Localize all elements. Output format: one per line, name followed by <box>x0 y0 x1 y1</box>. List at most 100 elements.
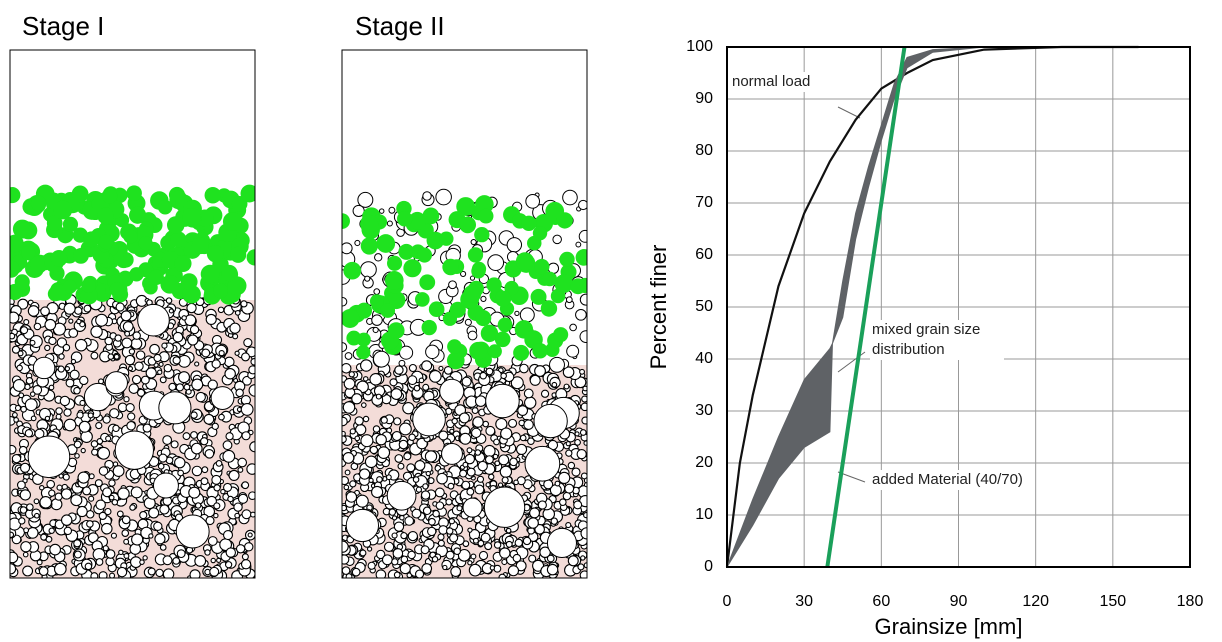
added-grain <box>129 267 144 282</box>
grain <box>190 411 198 419</box>
grain <box>68 328 79 338</box>
grain <box>522 536 532 546</box>
grain <box>108 494 115 501</box>
grain <box>170 440 179 449</box>
added-grain <box>422 207 440 225</box>
grain <box>74 306 83 315</box>
added-grain <box>559 251 575 267</box>
grain <box>428 517 436 526</box>
grain <box>436 472 448 485</box>
grain <box>127 412 136 421</box>
added-grain <box>534 258 550 275</box>
grain <box>50 498 63 511</box>
grain <box>421 563 433 574</box>
grain <box>131 374 142 385</box>
grain <box>391 558 399 566</box>
added-grain <box>53 200 73 220</box>
grain <box>20 462 31 473</box>
grain-large <box>524 445 561 482</box>
column-frame <box>341 49 588 579</box>
grain <box>23 527 30 534</box>
grain <box>102 545 109 552</box>
grain <box>234 512 241 519</box>
grain <box>13 417 19 423</box>
grain <box>90 572 99 578</box>
grain <box>98 511 107 521</box>
grain <box>11 411 18 418</box>
grain <box>476 475 485 483</box>
grain <box>40 306 50 317</box>
x-tick-label: 60 <box>872 593 890 610</box>
grain <box>519 307 535 323</box>
grain-large <box>175 514 210 549</box>
grain <box>49 543 61 556</box>
grain <box>435 188 452 206</box>
grain <box>206 495 217 507</box>
added-grain <box>71 185 89 203</box>
grain <box>235 388 244 398</box>
grain <box>26 526 39 539</box>
grain <box>470 238 477 246</box>
grain <box>343 377 356 390</box>
added-grain <box>221 264 238 282</box>
grain <box>110 532 118 539</box>
grain <box>398 422 412 436</box>
grain <box>11 453 22 464</box>
grain <box>90 325 103 338</box>
grain <box>578 199 587 211</box>
grain <box>495 417 508 431</box>
added-grain <box>467 247 484 263</box>
grain <box>24 398 38 412</box>
grain <box>360 261 377 278</box>
grain <box>79 399 86 407</box>
grain <box>474 395 487 407</box>
grain <box>579 570 587 578</box>
grain <box>18 445 28 455</box>
grain <box>95 313 109 327</box>
added-grain <box>475 310 492 327</box>
grain <box>120 310 132 322</box>
grain <box>244 542 254 552</box>
grain <box>345 491 358 503</box>
grain <box>111 498 119 506</box>
grain <box>366 546 373 552</box>
grain-large <box>27 435 71 479</box>
grain <box>205 313 217 325</box>
grain <box>155 568 164 578</box>
grain <box>406 463 416 473</box>
grain <box>369 445 379 455</box>
grain <box>132 331 141 340</box>
grain <box>83 304 92 313</box>
added-grain <box>428 301 445 318</box>
added-grain <box>553 327 569 343</box>
added-grain <box>419 274 436 291</box>
leader-line <box>837 106 861 119</box>
grain <box>218 349 225 357</box>
added-grain <box>380 303 396 318</box>
added-grain <box>446 351 465 370</box>
grain <box>163 363 173 373</box>
y-tick-label: 10 <box>695 506 713 523</box>
grain <box>190 442 203 455</box>
grain <box>194 502 202 509</box>
grain <box>372 350 390 368</box>
grain <box>500 372 507 380</box>
grain <box>209 566 220 577</box>
grain <box>203 413 215 425</box>
added-grain <box>554 274 574 294</box>
grain <box>123 538 130 545</box>
grain <box>583 482 587 488</box>
grain <box>213 512 219 519</box>
grain <box>562 366 575 379</box>
grain-large <box>114 430 154 470</box>
grain <box>421 360 433 372</box>
grain <box>457 548 471 562</box>
added-grain <box>449 301 466 318</box>
grain <box>77 471 90 484</box>
grain <box>413 384 421 392</box>
grain <box>117 487 130 500</box>
grain <box>17 298 29 310</box>
grain <box>200 437 209 446</box>
grain <box>44 415 51 422</box>
added-grain <box>246 249 255 266</box>
